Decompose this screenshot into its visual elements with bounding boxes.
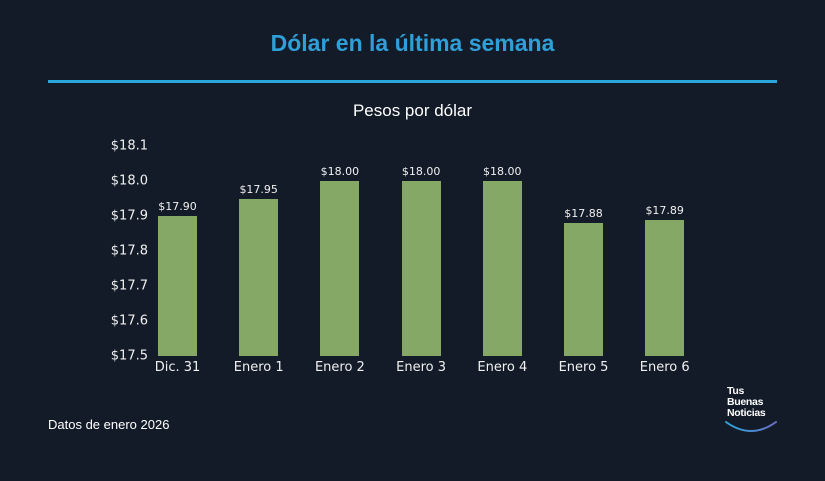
bar-value-label: $18.00 <box>401 165 441 178</box>
y-tick-label: $17.7 <box>110 278 148 294</box>
chart-title: Dólar en la última semana <box>270 30 555 56</box>
bar-value-label: $17.89 <box>645 203 684 217</box>
x-category-label: Enero 4 <box>477 360 528 375</box>
title-divider <box>48 80 777 83</box>
bar <box>158 216 197 356</box>
y-tick-label: $18.0 <box>110 173 148 189</box>
y-tick-label: $17.5 <box>110 348 148 364</box>
bar-value-label: $17.95 <box>239 182 278 196</box>
y-tick-label: $18.1 <box>110 138 148 154</box>
logo-text-line: Noticias <box>727 407 766 419</box>
bar <box>239 198 279 356</box>
data-source-note: Datos de enero 2026 <box>48 417 170 432</box>
bar <box>401 181 441 356</box>
x-category-label: Enero 1 <box>233 360 284 375</box>
x-category-label: Enero 2 <box>314 360 365 375</box>
x-category-label: Enero 6 <box>639 360 690 375</box>
y-tick-label: $17.9 <box>110 208 148 224</box>
bar-value-label: $18.00 <box>320 165 360 178</box>
x-category-label: Enero 3 <box>396 360 447 375</box>
y-tick-label: $17.6 <box>110 313 148 329</box>
bar-value-label: $17.90 <box>158 200 197 213</box>
chart-subtitle: Pesos por dólar <box>352 101 473 120</box>
y-tick-label: $17.8 <box>110 243 148 259</box>
bar <box>564 223 603 356</box>
bar <box>320 181 360 356</box>
smile-arc-icon <box>725 421 777 432</box>
bar-value-label: $17.88 <box>564 207 603 220</box>
brand-logo: Tus Buenas Noticias <box>725 385 782 432</box>
bar <box>645 219 685 356</box>
bar-value-label: $18.00 <box>483 165 522 178</box>
logo-text-line: Buenas <box>727 396 764 408</box>
x-category-label: Enero 5 <box>558 360 609 375</box>
bar <box>482 181 522 356</box>
logo-text-line: Tus <box>727 385 744 397</box>
x-category-label: Dic. 31 <box>154 360 201 375</box>
